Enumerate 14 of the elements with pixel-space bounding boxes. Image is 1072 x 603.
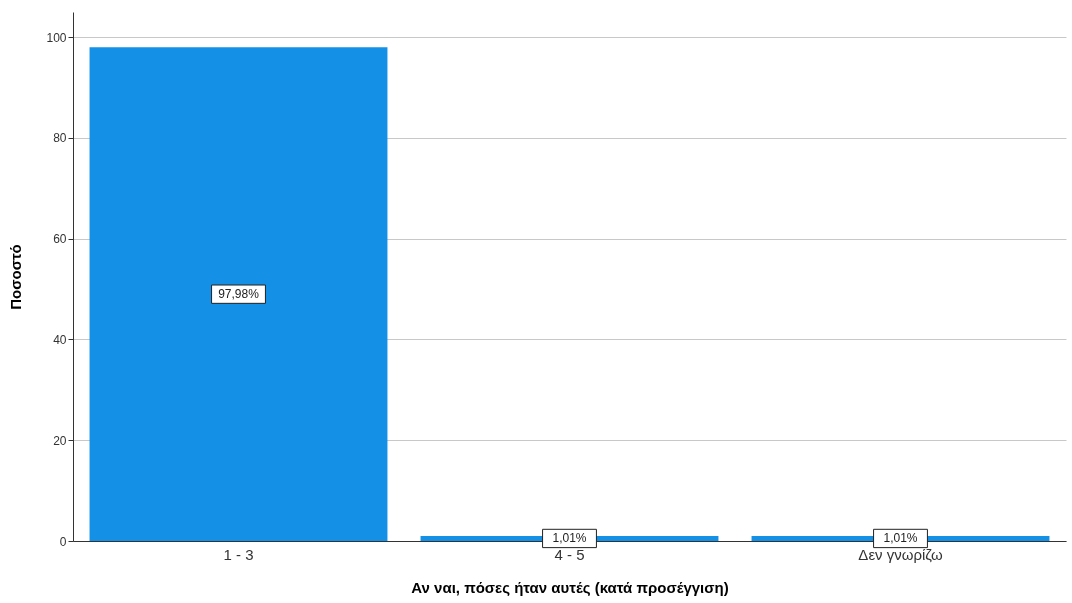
y-tick-label: 40 <box>53 332 67 347</box>
y-tick-label: 80 <box>53 131 67 146</box>
y-tick-label: 20 <box>53 433 67 448</box>
y-axis-title: Ποσοστό <box>7 244 25 310</box>
x-axis-title: Αν ναι, πόσες ήταν αυτές (κατά προσέγγιση) <box>411 578 729 596</box>
y-tick-label: 60 <box>53 232 67 247</box>
data-label: 97,98% <box>218 287 260 302</box>
x-tick-label: 1 - 3 <box>223 545 254 563</box>
data-label: 1,01% <box>552 531 587 546</box>
x-tick-label: Δεν γνωρίζω <box>858 545 943 563</box>
y-tick-label: 100 <box>46 30 67 45</box>
y-tick-label: 0 <box>59 534 67 549</box>
x-tick-label: 4 - 5 <box>554 545 585 563</box>
data-label: 1,01% <box>883 531 918 546</box>
